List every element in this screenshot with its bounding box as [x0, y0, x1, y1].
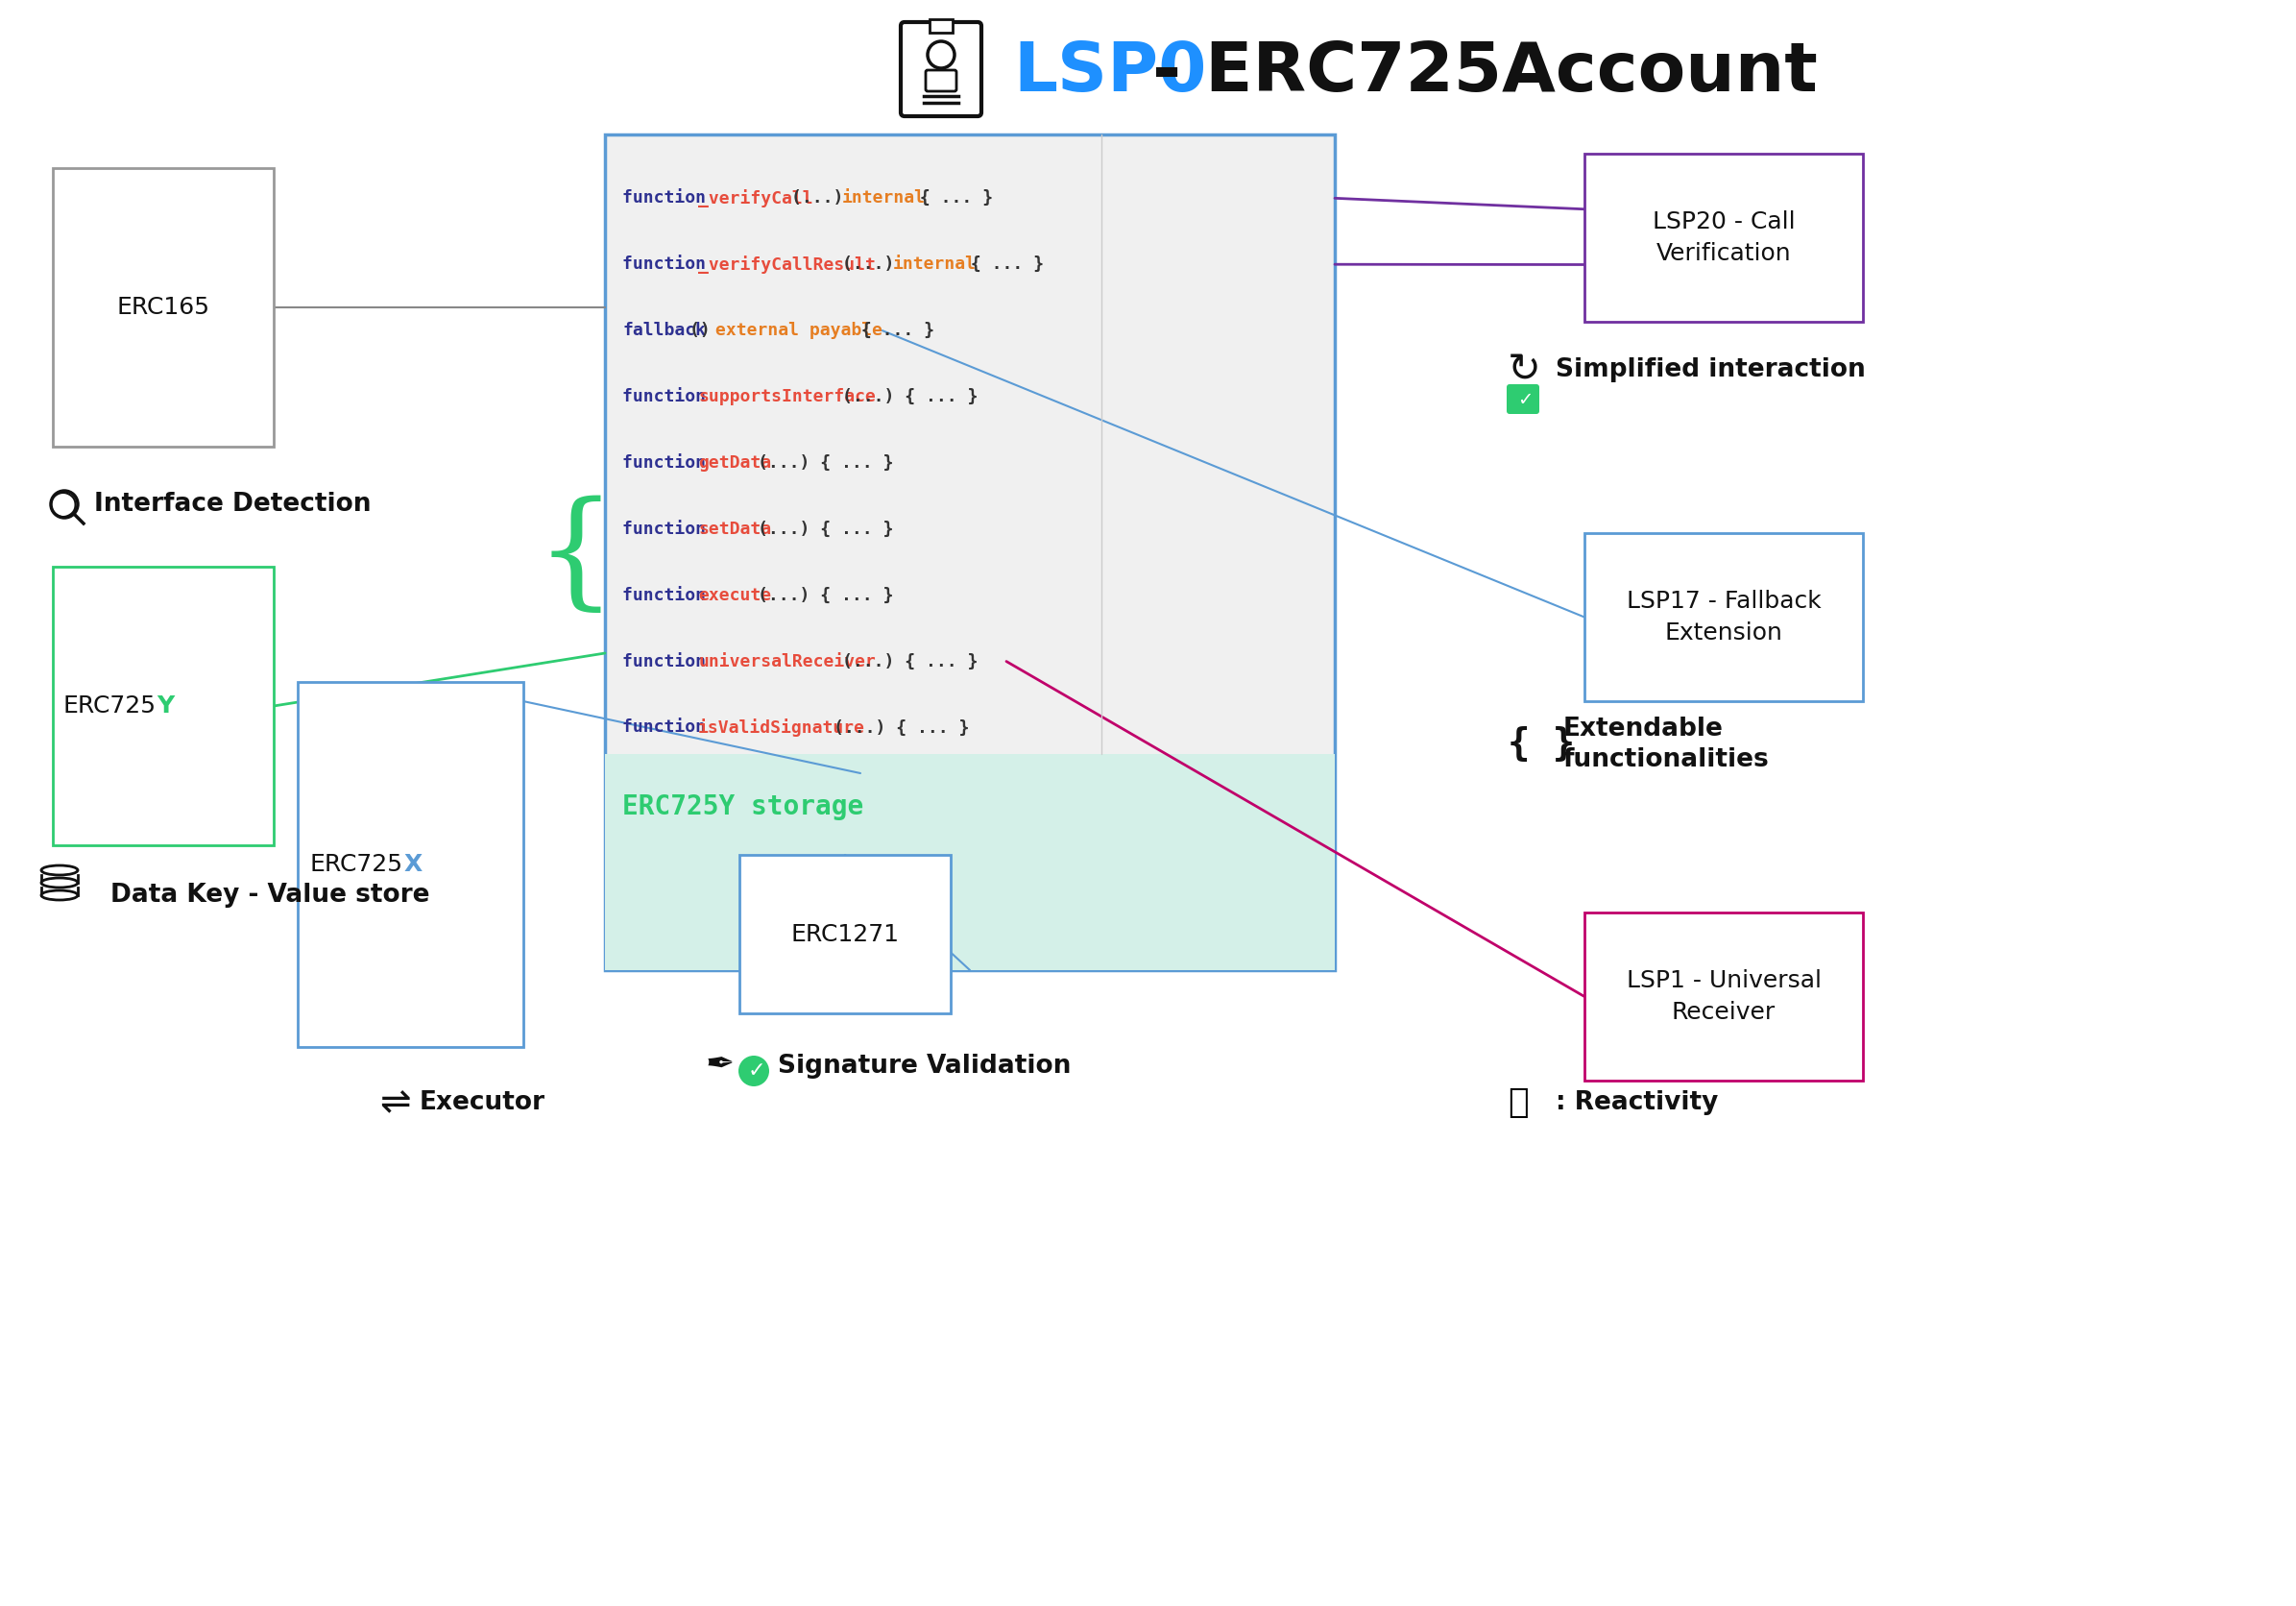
- Text: function: function: [622, 520, 716, 538]
- Text: ↻: ↻: [1508, 350, 1541, 390]
- Text: Signature Validation: Signature Validation: [778, 1054, 1070, 1079]
- Text: _verifyCall: _verifyCall: [698, 190, 813, 207]
- Text: LSP20 - Call
Verification: LSP20 - Call Verification: [1653, 210, 1795, 265]
- Bar: [604, 753, 1334, 970]
- Text: Interface Detection: Interface Detection: [94, 491, 372, 517]
- Text: LSP17 - Fallback
Extension: LSP17 - Fallback Extension: [1626, 589, 1821, 644]
- Bar: [1584, 154, 1862, 321]
- Text: ERC1271: ERC1271: [790, 922, 900, 946]
- Text: Y: Y: [156, 694, 174, 718]
- Ellipse shape: [41, 878, 78, 888]
- Text: (...) { ... }: (...) { ... }: [843, 389, 978, 405]
- Text: { ... }: { ... }: [850, 321, 934, 339]
- Text: function: function: [622, 719, 716, 736]
- Text: function: function: [622, 652, 716, 670]
- Text: universalReceiver: universalReceiver: [698, 652, 875, 670]
- Text: : Reactivity: : Reactivity: [1557, 1090, 1717, 1115]
- Text: (...) { ... }: (...) { ... }: [843, 652, 978, 670]
- Text: (...) { ... }: (...) { ... }: [758, 520, 893, 538]
- Text: ✓: ✓: [748, 1062, 767, 1081]
- Text: ERC725Y storage: ERC725Y storage: [622, 793, 863, 821]
- Text: Executor: Executor: [420, 1090, 546, 1115]
- Bar: [1584, 533, 1862, 702]
- Text: (): (): [689, 321, 721, 339]
- Text: execute: execute: [698, 586, 771, 604]
- Text: { ... }: { ... }: [960, 255, 1045, 273]
- Text: function: function: [622, 454, 716, 472]
- Bar: [53, 567, 273, 845]
- Text: function: function: [622, 255, 716, 273]
- Text: (...) { ... }: (...) { ... }: [833, 719, 969, 736]
- Circle shape: [739, 1055, 769, 1086]
- Text: 📢: 📢: [1508, 1086, 1529, 1119]
- Text: LSP0: LSP0: [1013, 39, 1208, 104]
- Text: _verifyCallResult: _verifyCallResult: [698, 255, 875, 273]
- Text: internal: internal: [893, 255, 976, 273]
- Ellipse shape: [41, 866, 78, 875]
- Text: ✒: ✒: [705, 1050, 735, 1082]
- Text: ERC725: ERC725: [310, 853, 402, 875]
- Text: ○: ○: [48, 488, 78, 520]
- Text: setData: setData: [698, 520, 771, 538]
- Text: internal: internal: [843, 190, 925, 207]
- Text: LSP1 - Universal
Receiver: LSP1 - Universal Receiver: [1626, 968, 1821, 1025]
- Circle shape: [928, 42, 955, 67]
- Text: function: function: [622, 190, 716, 207]
- Text: Extendable
functionalities: Extendable functionalities: [1564, 716, 1770, 772]
- Bar: [53, 169, 273, 446]
- FancyBboxPatch shape: [1506, 384, 1538, 414]
- Text: supportsInterface: supportsInterface: [698, 389, 875, 405]
- Text: (...): (...): [792, 190, 854, 207]
- Text: Data Key - Value store: Data Key - Value store: [110, 883, 429, 907]
- Text: Simplified interaction: Simplified interaction: [1557, 357, 1867, 382]
- Text: ⇌: ⇌: [379, 1084, 411, 1121]
- Text: { }: { }: [1508, 726, 1575, 763]
- Text: isValidSignature: isValidSignature: [698, 718, 866, 737]
- Text: { ... }: { ... }: [909, 190, 994, 207]
- Text: (...) { ... }: (...) { ... }: [758, 454, 893, 472]
- Text: getData: getData: [698, 454, 771, 472]
- Text: fallback: fallback: [622, 321, 705, 339]
- Bar: [1584, 912, 1862, 1081]
- Text: external payable: external payable: [716, 321, 882, 339]
- Text: function: function: [622, 389, 716, 405]
- Bar: [930, 19, 953, 32]
- Bar: [739, 854, 951, 1013]
- Text: X: X: [404, 853, 422, 875]
- Text: ERC725: ERC725: [62, 694, 156, 718]
- Text: function: function: [622, 586, 716, 604]
- Text: {: {: [535, 495, 618, 618]
- Bar: [298, 683, 523, 1047]
- FancyBboxPatch shape: [900, 22, 980, 116]
- FancyBboxPatch shape: [925, 71, 957, 92]
- Text: - ERC725Account: - ERC725Account: [1127, 39, 1818, 104]
- Ellipse shape: [41, 890, 78, 899]
- Text: (...): (...): [843, 255, 905, 273]
- Text: ✓: ✓: [1518, 392, 1534, 410]
- Text: (...) { ... }: (...) { ... }: [758, 586, 893, 604]
- Text: ERC165: ERC165: [117, 296, 209, 320]
- Bar: [604, 135, 1334, 970]
